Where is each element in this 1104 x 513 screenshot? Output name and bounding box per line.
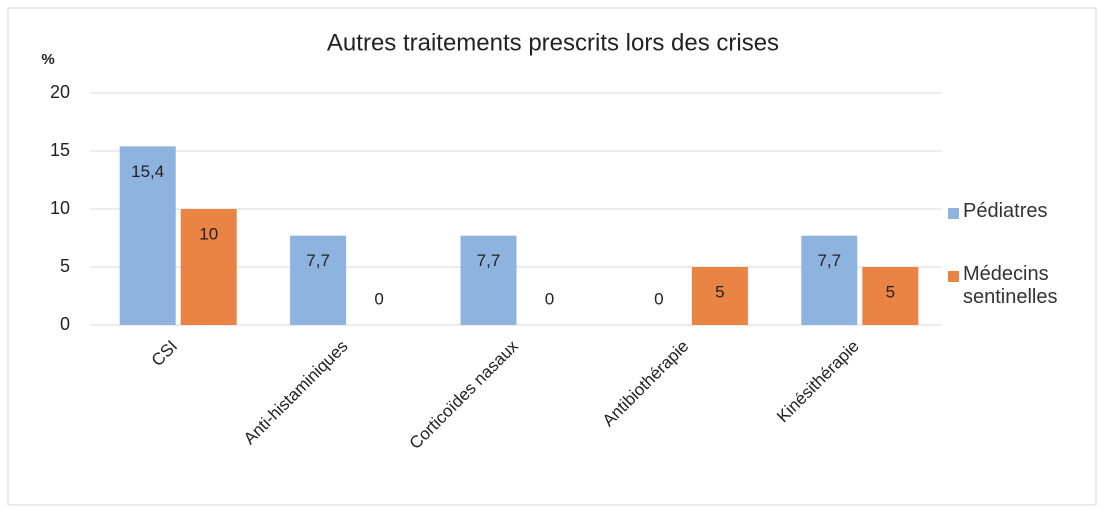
bar [460, 235, 517, 325]
legend-swatch [948, 208, 959, 219]
legend-swatch [948, 271, 959, 282]
bar [119, 146, 176, 325]
data-label: 0 [654, 289, 663, 308]
y-tick-label: 20 [50, 82, 70, 102]
data-label: 7,7 [477, 251, 501, 270]
bar [691, 267, 748, 325]
legend-item: Pédiatres [946, 200, 1096, 223]
data-label: 5 [715, 282, 724, 301]
data-label: 0 [545, 289, 554, 308]
data-label: 7,7 [817, 251, 841, 270]
data-label: 10 [199, 224, 218, 243]
data-label: 7,7 [306, 251, 330, 270]
legend-item: Médecins sentinelles [946, 263, 1096, 309]
legend-label: Pédiatres [963, 200, 1048, 222]
legend-label: Médecins sentinelles [963, 263, 1058, 308]
legend: Pédiatres Médecins sentinelles [946, 200, 1096, 349]
y-tick-label: 15 [50, 140, 70, 160]
data-label: 5 [886, 282, 895, 301]
data-label: 0 [374, 289, 383, 308]
y-tick-label: 5 [60, 256, 70, 276]
y-tick-label: 10 [50, 198, 70, 218]
bar [801, 235, 858, 325]
bar [862, 267, 919, 325]
bar [290, 235, 347, 325]
y-tick-label: 0 [60, 314, 70, 334]
data-label: 15,4 [131, 162, 164, 181]
bar [180, 209, 237, 325]
chart-title: Autres traitements prescrits lors des cr… [327, 29, 779, 56]
y-axis-label: % [41, 51, 54, 68]
